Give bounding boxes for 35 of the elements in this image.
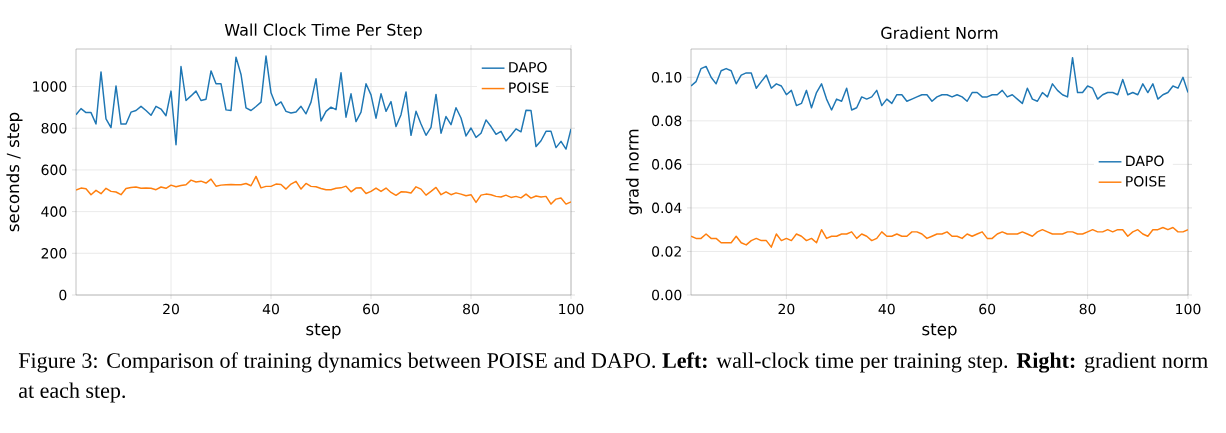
x-tick-label: 60 [363,303,379,315]
y-axis-title: seconds / step [6,112,23,232]
y-tick-label: 0 [59,289,67,301]
x-axis-title: step [306,323,341,339]
y-tick-label: 400 [41,206,67,217]
x-tick-label: 100 [559,303,584,315]
legend-label: DAPO [1126,155,1164,167]
text: Figure 3: Comparison of training dynamics between POISE and DAPO. Left: wall-clock time per training step. Right: gradient norm at each step. [18,352,1208,403]
y-tick-label: 0.10 [652,72,682,83]
legend-label: POISE [509,82,549,93]
y-tick-label: 1000 [33,81,67,92]
line-series [76,175,572,205]
legend-label: DAPO [509,61,547,73]
y-tick-label: 800 [41,122,67,134]
x-tick-label: 20 [163,303,179,315]
x-tick-label: 40 [262,303,279,315]
y-tick-label: 0.04 [652,202,682,214]
x-tick-label: 40 [878,303,895,315]
y-tick-label: 600 [41,164,67,176]
x-axis-title: step [922,323,957,339]
chart-title: Gradient Norm [881,26,998,39]
y-axis-title: grad norm [625,129,642,215]
y-tick-label: 0.00 [652,289,682,301]
y-tick-label: 200 [41,248,67,259]
x-tick-label: 60 [979,303,996,315]
line-series [76,55,572,150]
x-tick-label: 80 [463,303,479,315]
y-tick-label: 0.02 [652,246,681,257]
x-tick-label: 100 [1176,303,1201,315]
y-tick-label: 0.06 [652,159,682,170]
chart-title: Wall Clock Time Per Step [224,23,422,39]
legend-label: POISE [1126,176,1166,187]
x-tick-label: 80 [1079,303,1096,315]
x-tick-label: 20 [778,303,795,315]
y-tick-label: 0.08 [652,115,682,127]
